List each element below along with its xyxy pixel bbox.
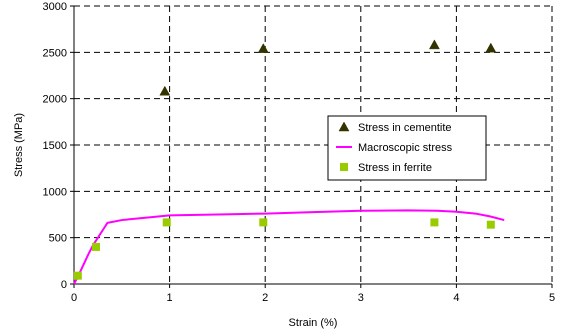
x-tick-label: 3 — [358, 292, 364, 304]
legend-swatch-square — [340, 163, 348, 171]
square-marker — [73, 271, 82, 280]
y-tick-labels: 0 500 1000 1500 2000 2500 3000 — [43, 1, 67, 291]
x-axis-title: Strain (%) — [289, 317, 338, 329]
y-tick-label: 1000 — [43, 186, 67, 198]
series-macroscopic-stress — [73, 209, 505, 285]
triangle-marker — [428, 39, 440, 50]
series-stress-in-cementite — [159, 39, 497, 96]
series-line — [73, 209, 505, 285]
y-tick-label: 3000 — [43, 1, 67, 13]
legend: Stress in cementite Macroscopic stress Str… — [327, 115, 487, 181]
x-tick-label: 0 — [71, 292, 77, 304]
square-marker — [486, 220, 495, 229]
legend-label: Macroscopic stress — [358, 142, 453, 154]
square-marker — [91, 242, 100, 251]
y-tick-label: 0 — [61, 279, 67, 291]
y-axis-title: Stress (MPa) — [13, 113, 25, 177]
square-marker — [162, 218, 171, 227]
y-tick-label: 2500 — [43, 47, 67, 59]
square-marker — [259, 218, 268, 227]
legend-label: Stress in cementite — [358, 122, 452, 134]
x-tick-labels: 0 1 2 3 4 5 — [71, 292, 555, 304]
legend-swatch-triangle — [338, 121, 350, 132]
y-tick-label: 500 — [49, 233, 67, 245]
x-tick-label: 4 — [453, 292, 459, 304]
axes — [70, 5, 553, 288]
x-tick-label: 2 — [262, 292, 268, 304]
x-tick-label: 5 — [549, 292, 555, 304]
triangle-marker — [159, 85, 171, 96]
y-tick-label: 2000 — [43, 94, 67, 106]
triangle-marker — [257, 43, 269, 53]
grid-lines — [74, 5, 553, 284]
series-stress-in-ferrite — [73, 218, 495, 280]
square-marker — [430, 218, 439, 227]
legend-label: Stress in ferrite — [358, 162, 432, 174]
triangle-marker — [485, 42, 497, 53]
x-tick-label: 1 — [167, 292, 173, 304]
y-tick-label: 1500 — [43, 140, 67, 152]
series-layer — [73, 39, 505, 285]
legend-box — [327, 115, 487, 181]
